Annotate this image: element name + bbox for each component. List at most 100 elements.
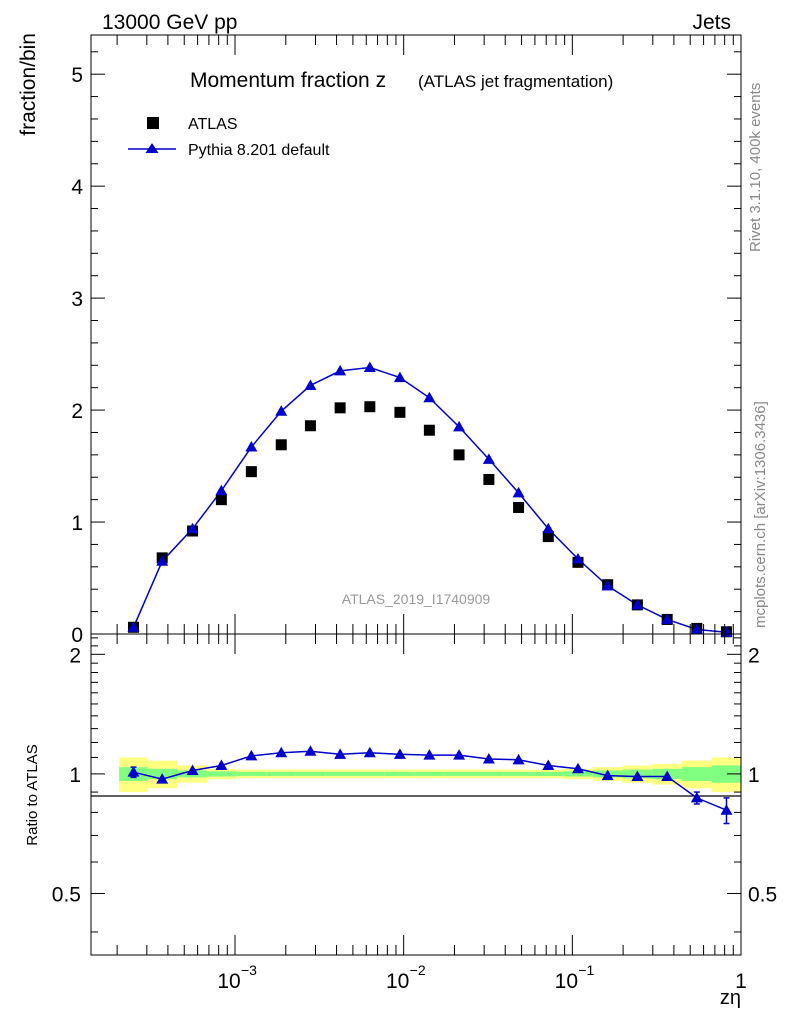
pythia-point bbox=[304, 379, 317, 390]
pythia-point bbox=[186, 522, 199, 534]
pythia-point bbox=[482, 453, 495, 464]
ratio-pythia-point bbox=[304, 745, 317, 756]
x-ticks: 10 −3 10 −2 10 −1 1 bbox=[116, 35, 747, 993]
legend-atlas-marker bbox=[147, 117, 159, 129]
ratio-pythia-point bbox=[334, 748, 347, 759]
ratio-pythia-point bbox=[512, 753, 525, 765]
ratio-pythia-point bbox=[127, 766, 140, 777]
ratio-pythia-point bbox=[393, 748, 406, 759]
ratio-inner-band bbox=[444, 771, 474, 776]
ratio-inner-band bbox=[563, 771, 593, 777]
atlas-point bbox=[483, 473, 495, 485]
ratio-y-tick-label: 1 bbox=[69, 764, 81, 787]
ratio-pythia-point bbox=[631, 770, 644, 782]
main-y-tick-label: 5 bbox=[71, 64, 83, 87]
ratio-pythia-point bbox=[661, 770, 674, 782]
pythia-point bbox=[363, 361, 376, 373]
atlas-point bbox=[215, 494, 227, 506]
pythia-point bbox=[631, 598, 644, 610]
ratio-bands bbox=[119, 757, 741, 793]
pythia-point bbox=[423, 391, 436, 403]
main-y-ticks: 0 1 2 3 4 5 bbox=[71, 51, 741, 647]
ratio-inner-band bbox=[533, 771, 564, 776]
pythia-point bbox=[453, 420, 466, 432]
atlas-point bbox=[304, 420, 316, 432]
ratio-pythia-point bbox=[720, 804, 733, 815]
ratio-inner-band bbox=[206, 771, 237, 777]
pythia-point bbox=[393, 371, 406, 383]
pythia-point bbox=[156, 555, 169, 566]
ratio-pythia-point bbox=[156, 773, 169, 784]
ratio-pythia-point bbox=[423, 749, 436, 760]
ratio-pythia-point bbox=[186, 764, 199, 775]
ratio-pythia-point bbox=[601, 769, 614, 781]
ratio-y-tick-label: 2 bbox=[69, 644, 81, 667]
ratio-inner-band bbox=[325, 771, 355, 776]
pythia-point bbox=[245, 441, 258, 452]
mcplots-label: mcplots.cern.ch [arXiv:1306.3436] bbox=[752, 401, 769, 628]
main-panel: Momentum fraction z (ATLAS jet fragmenta… bbox=[17, 33, 742, 647]
atlas-point bbox=[394, 406, 406, 418]
pythia-point bbox=[601, 579, 614, 591]
ratio-inner-band bbox=[266, 771, 296, 776]
legend: ATLAS Pythia 8.201 default bbox=[128, 116, 330, 159]
pythia-point bbox=[542, 522, 555, 534]
main-title-suffix: (ATLAS jet fragmentation) bbox=[418, 72, 613, 91]
ratio-pythia-point bbox=[453, 749, 466, 760]
category-label: Jets bbox=[692, 11, 731, 34]
atlas-point bbox=[245, 466, 257, 478]
ratio-inner-band bbox=[473, 771, 504, 776]
pythia-point bbox=[275, 405, 288, 416]
atlas-point bbox=[453, 449, 465, 461]
pythia-point bbox=[127, 621, 140, 632]
ratio-inner-band bbox=[711, 765, 741, 783]
ratio-panel: 0.5 0.51 12 2 10 −3 10 −2 10 −1 1 Ratio to ATLAS … bbox=[24, 35, 777, 1009]
ratio-pythia-point bbox=[275, 746, 288, 758]
ratio-inner-band bbox=[384, 771, 415, 776]
x-tick-label: 10 bbox=[217, 970, 240, 993]
atlas-point bbox=[275, 439, 287, 451]
main-y-tick-label: 0 bbox=[71, 624, 83, 647]
atlas-point bbox=[334, 402, 346, 414]
ratio-y-tick-label-right: 1 bbox=[748, 764, 760, 787]
main-title: Momentum fraction z bbox=[190, 69, 386, 92]
ratio-pythia-point bbox=[690, 791, 703, 803]
main-y-tick-label: 3 bbox=[71, 288, 83, 311]
x-tick-label: 10 bbox=[555, 970, 578, 993]
pythia-point bbox=[661, 613, 674, 624]
x-tick-label: 1 bbox=[735, 970, 747, 993]
ratio-y-axis-label: Ratio to ATLAS bbox=[24, 744, 41, 845]
x-axis-label: zη bbox=[720, 987, 741, 1009]
x-tick-label-exponent: −1 bbox=[578, 962, 594, 978]
ratio-pythia-point bbox=[215, 759, 228, 770]
rivet-label: Rivet 3.1.10, 400k events bbox=[747, 83, 764, 252]
atlas-point bbox=[542, 531, 554, 543]
ratio-y-tick-label-right: 2 bbox=[748, 644, 760, 667]
pythia-point bbox=[512, 486, 525, 498]
atlas-point bbox=[423, 424, 435, 436]
watermark: ATLAS_2019_I1740909 bbox=[342, 591, 491, 607]
pythia-point bbox=[571, 552, 584, 564]
x-tick-label-exponent: −2 bbox=[410, 962, 426, 978]
ratio-inner-band bbox=[503, 771, 534, 776]
legend-pythia-marker bbox=[145, 143, 159, 153]
ratio-pythia-point bbox=[571, 762, 584, 774]
atlas-point bbox=[513, 501, 525, 513]
ratio-inner-band bbox=[295, 771, 326, 776]
ratio-y-tick-label-right: 0.5 bbox=[748, 883, 777, 906]
ratio-pythia-point bbox=[245, 749, 258, 761]
ratio-inner-band bbox=[354, 771, 385, 776]
main-y-tick-label: 1 bbox=[71, 512, 83, 535]
main-y-axis-label: fraction/bin bbox=[17, 33, 40, 136]
atlas-point bbox=[364, 401, 376, 413]
x-tick-label-exponent: −3 bbox=[241, 962, 257, 978]
ratio-y-tick-label: 0.5 bbox=[52, 883, 81, 906]
legend-pythia-label: Pythia 8.201 default bbox=[188, 142, 330, 159]
ratio-pythia-point bbox=[363, 746, 376, 758]
ratio-inner-band bbox=[681, 767, 712, 781]
energy-label: 13000 GeV pp bbox=[102, 11, 237, 34]
ratio-inner-band bbox=[414, 771, 445, 776]
main-data bbox=[127, 361, 733, 638]
ratio-frame bbox=[90, 633, 742, 956]
